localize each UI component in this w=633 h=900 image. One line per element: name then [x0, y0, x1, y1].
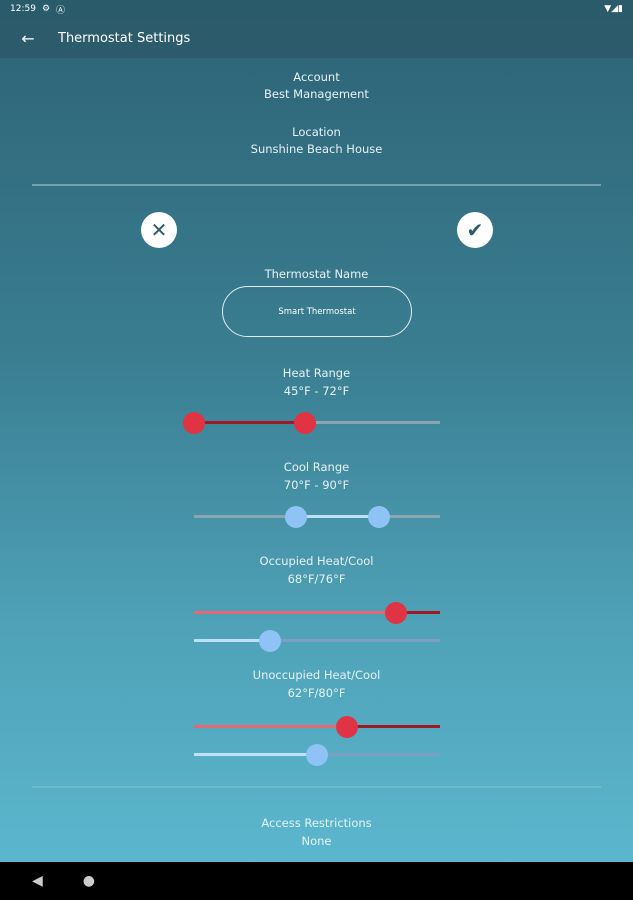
status-time: 12:59	[10, 4, 36, 14]
account-value: Best Management	[264, 87, 369, 101]
slider-track	[194, 421, 440, 424]
occupied-value: 68°F/76°F	[287, 572, 346, 586]
cool-range-label: Cool Range	[283, 460, 350, 474]
heat-range-slider[interactable]	[183, 411, 440, 434]
slider-active-track	[194, 639, 271, 642]
cool-range-slider[interactable]	[194, 505, 440, 528]
close-icon: ✕	[150, 218, 168, 242]
cool-range-value: 70°F - 90°F	[283, 478, 350, 492]
arrow-back-icon[interactable]: ←	[21, 28, 35, 48]
page-title: Thermostat Settings	[58, 30, 191, 46]
heat-range-label: Heat Range	[282, 366, 351, 380]
thermostat-name-value: Smart Thermostat	[278, 306, 356, 317]
cancel-button[interactable]: ✕	[141, 212, 177, 248]
app-bar: ← Thermostat Settings	[0, 18, 633, 58]
check-icon: ✔	[466, 218, 484, 242]
cool-thumb[interactable]	[259, 629, 282, 652]
cool-thumb[interactable]	[306, 743, 328, 766]
location-value: Sunshine Beach House	[250, 142, 383, 156]
location-label: Location	[292, 125, 341, 139]
unoccupied-label: Unoccupied Heat/Cool	[252, 668, 381, 682]
slider-thumb-high[interactable]	[367, 505, 390, 528]
thermostat-name-input[interactable]: Smart Thermostat	[222, 286, 412, 337]
slider-track	[194, 639, 440, 642]
unoccupied-heat-slider[interactable]	[194, 715, 440, 738]
divider	[32, 786, 601, 788]
gear-icon: ⚙	[41, 4, 51, 14]
heat-range-value: 45°F - 72°F	[283, 384, 350, 398]
access-label: Access Restrictions	[261, 816, 372, 830]
slider-active-track	[194, 753, 317, 756]
heat-thumb[interactable]	[335, 715, 358, 738]
slider-active-track	[194, 421, 305, 424]
nav-back-icon[interactable]: ◀	[32, 873, 43, 889]
account-label: Account	[293, 70, 340, 84]
unoccupied-value: 62°F/80°F	[287, 686, 346, 700]
access-value: None	[301, 834, 332, 848]
slider-thumb-low[interactable]	[285, 505, 308, 528]
a-icon: Ⓐ	[56, 5, 66, 16]
slider-active-track	[194, 611, 396, 614]
confirm-button[interactable]: ✔	[457, 212, 493, 248]
nav-bar: ◀ ●	[0, 862, 633, 900]
occupied-cool-slider[interactable]	[194, 629, 440, 652]
slider-active-track	[296, 515, 379, 518]
slider-thumb-low[interactable]	[183, 411, 205, 434]
wifi-signal-battery-icon: ▼◢▮	[604, 4, 623, 14]
unoccupied-cool-slider[interactable]	[194, 743, 440, 766]
occupied-heat-slider[interactable]	[194, 601, 440, 624]
status-bar: 12:59 ⚙ Ⓐ ▼◢▮	[0, 0, 633, 18]
divider	[32, 184, 601, 186]
slider-thumb-high[interactable]	[293, 411, 316, 434]
heat-thumb[interactable]	[384, 601, 407, 624]
slider-active-track	[194, 725, 347, 728]
occupied-label: Occupied Heat/Cool	[259, 554, 374, 568]
nav-home-icon[interactable]: ●	[82, 873, 95, 889]
thermostat-name-label: Thermostat Name	[264, 267, 369, 281]
